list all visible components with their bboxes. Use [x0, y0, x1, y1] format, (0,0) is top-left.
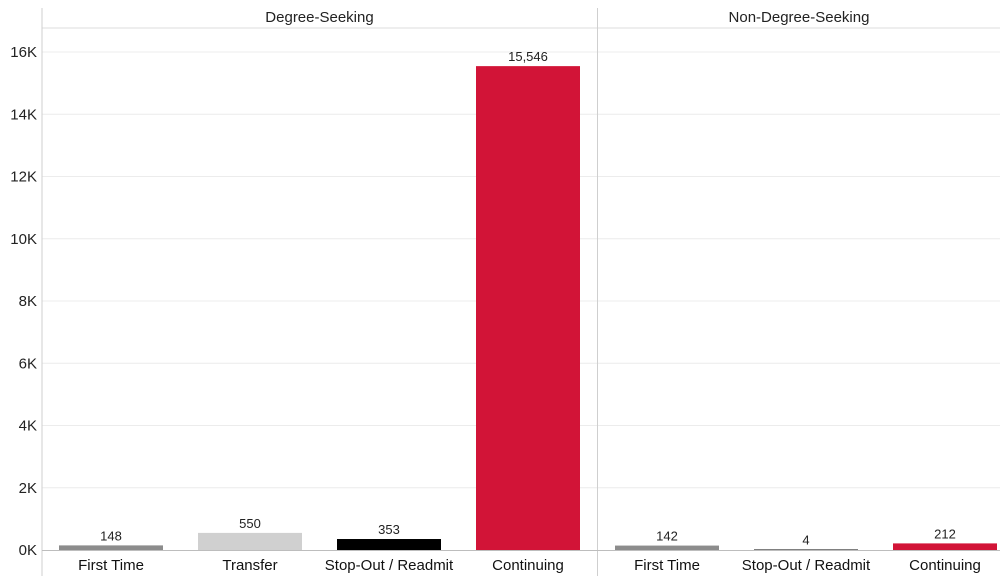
y-tick-label: 16K [10, 44, 37, 61]
x-tick-label: First Time [634, 557, 700, 574]
data-label: 148 [100, 528, 122, 543]
y-tick-label: 12K [10, 169, 37, 186]
y-tick-label: 14K [10, 106, 37, 123]
data-label: 4 [802, 533, 809, 548]
panel-header-degree-seeking: Degree-Seeking [265, 9, 373, 26]
y-tick-label: 6K [19, 355, 37, 372]
x-tick-label: Stop-Out / Readmit [742, 557, 871, 574]
y-tick-label: 10K [10, 231, 37, 248]
y-tick-label: 0K [19, 542, 37, 559]
x-tick-label: Continuing [492, 557, 564, 574]
bar [893, 543, 997, 550]
bar [198, 532, 302, 550]
bar [754, 549, 858, 550]
bar [476, 66, 580, 551]
data-label: 353 [378, 522, 400, 537]
bar [337, 539, 441, 550]
y-tick-label: 2K [19, 480, 37, 497]
x-tick-label: Continuing [909, 557, 981, 574]
data-label: 550 [239, 516, 261, 531]
y-tick-label: 4K [19, 418, 37, 435]
panel-header-non-degree-seeking: Non-Degree-Seeking [729, 9, 870, 26]
data-label: 212 [934, 526, 956, 541]
x-tick-label: Stop-Out / Readmit [325, 557, 454, 574]
bar [615, 545, 719, 550]
x-tick-label: Transfer [222, 557, 277, 574]
data-label: 142 [656, 529, 678, 544]
y-tick-label: 8K [19, 293, 37, 310]
data-label: 15,546 [508, 49, 548, 64]
x-tick-label: First Time [78, 557, 144, 574]
bar [59, 545, 163, 550]
